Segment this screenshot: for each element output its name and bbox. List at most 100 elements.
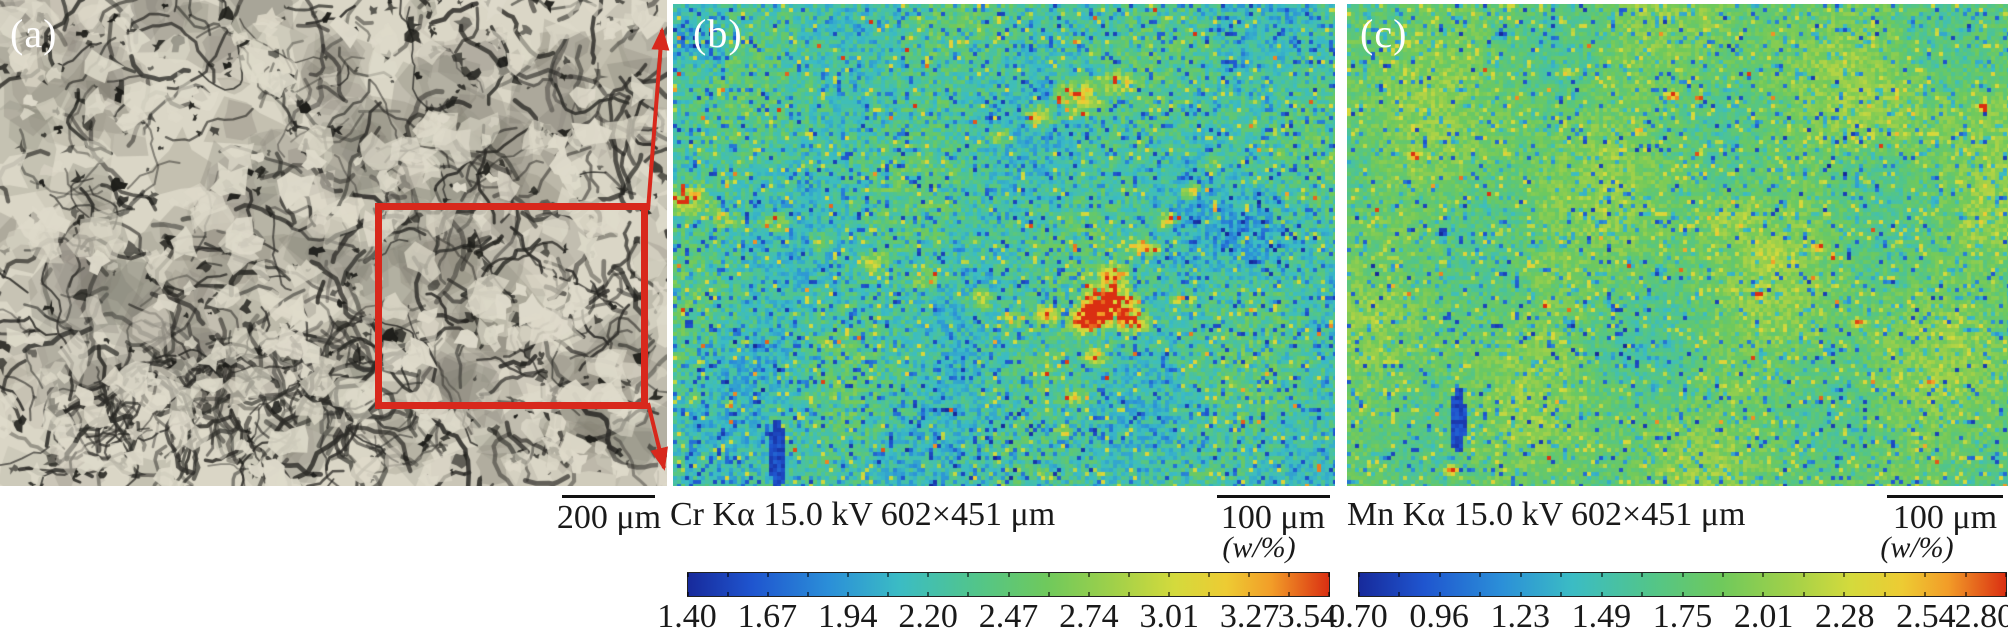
colorbar-tick [687, 573, 689, 577]
colorbar-cr-labels: 1.40 1.67 1.94 2.20 2.47 2.74 3.01 3.27 … [657, 598, 1337, 632]
colorbar-mn [1358, 572, 2007, 597]
colorbar-tick [767, 592, 770, 596]
colorbar-tick [1519, 592, 1522, 596]
colorbar-tick [1964, 592, 1967, 596]
colorbar-tick [767, 573, 770, 577]
scale-bar-a-text: 200 μm [556, 499, 662, 536]
colorbar-tick [887, 573, 890, 577]
colorbar-tick [807, 592, 810, 596]
scale-bar-b-line [1217, 495, 1330, 498]
mn-map-image [1347, 4, 2008, 486]
colorbar-tick [1924, 592, 1927, 596]
colorbar-cr-tick-label: 3.01 [1139, 598, 1200, 632]
colorbar-tick [1438, 573, 1441, 577]
colorbar-tick [927, 573, 930, 577]
colorbar-tick [1127, 573, 1130, 577]
colorbar-tick [1924, 573, 1927, 577]
colorbar-tick [1358, 592, 1360, 596]
colorbar-tick [727, 592, 730, 596]
colorbar-mn-tick-label: 0.96 [1409, 598, 1469, 632]
colorbar-tick [1007, 592, 1010, 596]
panel-a-micrograph: (a) [0, 0, 667, 486]
colorbar-cr-tick-label: 1.40 [657, 598, 717, 632]
colorbar-tick [1802, 592, 1805, 596]
colorbar-tick [1843, 592, 1846, 596]
colorbar-mn-tick-label: 2.54 [1896, 598, 1956, 632]
panel-b-unit: (w/%) [1222, 531, 1296, 564]
colorbar-tick [1247, 592, 1250, 596]
colorbar-tick [927, 592, 930, 596]
colorbar-tick [1287, 573, 1290, 577]
colorbar-tick [1207, 573, 1210, 577]
colorbar-tick [1287, 592, 1290, 596]
colorbar-tick [967, 592, 970, 596]
colorbar-tick [1560, 592, 1563, 596]
colorbar-tick [1681, 592, 1684, 596]
panel-b-caption: Cr Kα 15.0 kV 602×451 μm [670, 496, 1056, 533]
colorbar-cr-tick-label: 3.27 [1219, 598, 1280, 632]
colorbar-tick [1087, 573, 1090, 577]
colorbar-tick [1167, 592, 1170, 596]
panel-b-cr-map: (b) [673, 4, 1335, 486]
colorbar-tick [887, 592, 890, 596]
colorbar-cr [687, 572, 1330, 597]
colorbar-mn-tick-label: 2.80 [1954, 598, 2008, 632]
scale-bar-c-line [1887, 495, 2003, 498]
colorbar-tick [687, 592, 689, 596]
colorbar-tick [1721, 573, 1724, 577]
colorbar-tick [1964, 573, 1967, 577]
colorbar-tick [1167, 573, 1170, 577]
colorbar-mn-tick-label: 1.23 [1490, 598, 1551, 632]
colorbar-tick [1519, 573, 1522, 577]
colorbar-tick [1560, 573, 1563, 577]
colorbar-tick [1600, 573, 1603, 577]
colorbar-cr-tick-label: 1.67 [737, 598, 798, 632]
scale-bar-b-text: 100 μm [1220, 499, 1326, 536]
cr-map-image [673, 4, 1335, 486]
colorbar-mn-tick-label: 0.70 [1328, 598, 1388, 632]
colorbar-tick [1438, 592, 1441, 596]
colorbar-tick [1843, 573, 1846, 577]
colorbar-mn-tick-label: 1.75 [1652, 598, 1713, 632]
colorbar-tick [1641, 573, 1644, 577]
colorbar-mn-tick-label: 1.49 [1571, 598, 1632, 632]
colorbar-tick [1883, 573, 1886, 577]
colorbar-tick [1600, 592, 1603, 596]
panel-c-caption: Mn Kα 15.0 kV 602×451 μm [1347, 496, 1746, 533]
colorbar-tick [1087, 592, 1090, 596]
colorbar-cr-tick-label: 2.20 [898, 598, 958, 632]
panel-a-label: (a) [10, 11, 58, 56]
colorbar-tick [1398, 592, 1401, 596]
colorbar-tick [847, 573, 850, 577]
colorbar-tick [847, 592, 850, 596]
colorbar-tick [807, 573, 810, 577]
colorbar-tick [1398, 573, 1401, 577]
colorbar-tick [2005, 592, 2007, 596]
colorbar-cr-tick-label: 2.74 [1059, 598, 1119, 632]
colorbar-tick [1328, 573, 1330, 577]
panel-c-unit: (w/%) [1880, 531, 1954, 564]
colorbar-tick [1762, 592, 1765, 596]
colorbar-tick [967, 573, 970, 577]
colorbar-tick [1479, 592, 1482, 596]
scale-bar-a-line [562, 495, 655, 498]
colorbar-tick [1007, 573, 1010, 577]
colorbar-tick [1681, 573, 1684, 577]
colorbar-tick [1127, 592, 1130, 596]
panel-b-label: (b) [693, 11, 743, 56]
colorbar-tick [1762, 573, 1765, 577]
colorbar-tick [1802, 573, 1805, 577]
colorbar-tick [1883, 592, 1886, 596]
colorbar-tick [1721, 592, 1724, 596]
colorbar-tick [1247, 573, 1250, 577]
colorbar-tick [1207, 592, 1210, 596]
colorbar-tick [1047, 573, 1050, 577]
colorbar-cr-tick-label: 2.47 [978, 598, 1039, 632]
colorbar-tick [1358, 573, 1360, 577]
colorbar-tick [2005, 573, 2007, 577]
panel-c-mn-map: (c) [1347, 4, 2008, 486]
colorbar-cr-tick-label: 3.54 [1277, 598, 1338, 632]
colorbar-mn-tick-label: 2.28 [1815, 598, 1875, 632]
roi-rectangle [375, 203, 648, 409]
